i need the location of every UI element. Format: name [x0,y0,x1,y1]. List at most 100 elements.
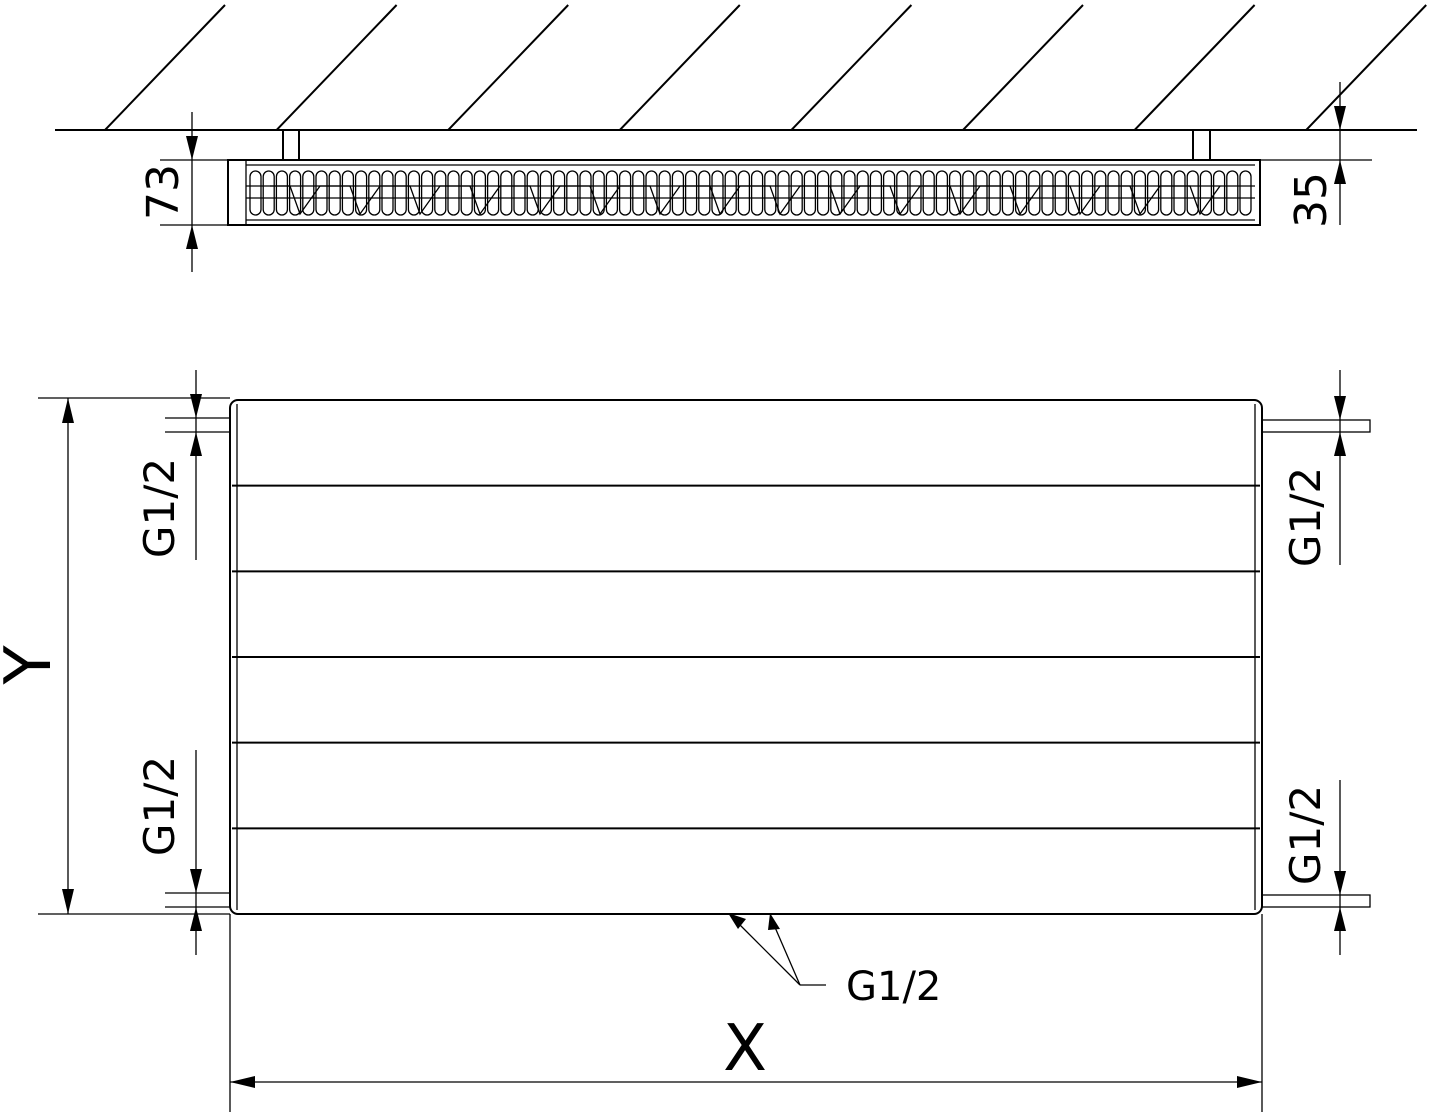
fin [341,170,355,216]
fin [275,170,289,216]
dimension-x: X [229,914,1263,1112]
fin [486,170,500,216]
fin [552,170,566,216]
fin [1014,170,1028,216]
fin [948,170,962,216]
fin [1199,170,1213,216]
fin [658,170,671,216]
fin [1067,170,1081,216]
fin [671,170,685,216]
fin [1028,170,1041,216]
fin [1054,170,1067,216]
fin [434,170,447,216]
wall-hatching [104,4,1427,131]
hatch-line [275,4,398,131]
fin [830,170,843,216]
fin [724,170,737,216]
fin [737,170,751,216]
fin [909,170,922,216]
fin [777,170,790,216]
fin [566,170,579,216]
fin [500,170,513,216]
fin [1226,170,1239,216]
fin [975,170,988,216]
fin [407,170,421,216]
fin [302,170,315,216]
fin [922,170,935,216]
fin [1212,170,1226,216]
dimension-35: 35 [1260,82,1372,228]
fin [354,170,368,216]
fin [420,170,434,216]
hatch-line [1133,4,1256,131]
connection-left-top-label: G1/2 [135,458,184,558]
fin [1107,170,1120,216]
fin [856,170,869,216]
fin [843,170,856,216]
hatch-line [619,4,741,131]
connection-right-bottom-label: G1/2 [1281,785,1330,885]
fin [328,170,341,216]
convector-zigzag [270,185,1221,216]
fin [394,170,407,216]
hatch-line [104,4,226,131]
fin [513,170,526,216]
dimension-73: 73 [138,112,228,272]
fin [1001,170,1015,216]
hatch-line [790,4,913,131]
radiator-top-view [227,159,1261,226]
fin [1186,170,1199,216]
fin [579,170,592,216]
fin [315,170,328,216]
dimension-x-label: X [723,1012,767,1086]
dimension-y: Y [0,397,230,915]
dimension-y-label: Y [0,645,66,686]
fin [645,170,658,216]
hatch-line [1305,4,1427,131]
fin [592,170,605,216]
connection-right-top-label: G1/2 [1281,467,1330,567]
hatch-line [962,4,1084,131]
fin [288,170,302,216]
fin [368,170,381,216]
dimension-right-top-connection: G1/2 [1281,370,1346,567]
dimension-35-label: 35 [1286,172,1337,228]
fin [605,170,619,216]
fin [962,170,975,216]
fin [790,170,803,216]
wall-brackets [282,130,1211,160]
fin [1041,170,1054,216]
connection-bottom-label: G1/2 [846,964,941,1010]
fin [684,170,698,216]
fin [988,170,1001,216]
fin [632,170,645,216]
fin [1173,170,1186,216]
fin [539,170,553,216]
fin [618,170,632,216]
fin [896,170,909,216]
fin [447,170,460,216]
dimension-73-label: 73 [138,164,189,220]
hatch-line [447,4,569,131]
fin [803,170,817,216]
fin [1094,170,1107,216]
fin [1239,170,1252,216]
fin [935,170,949,216]
connection-left-bottom-label: G1/2 [135,756,184,856]
fin [764,170,777,216]
fin [262,170,275,216]
fin [882,170,896,216]
fin [1120,170,1133,216]
fin [1080,170,1094,216]
fin [1160,170,1173,216]
fin [460,170,473,216]
fin [249,170,262,216]
dimension-left-top-connection: G1/2 [135,370,230,560]
fin [381,170,394,216]
fin [869,170,883,216]
radiator-front-view [229,399,1371,915]
dimension-left-bottom-connection: G1/2 [135,750,230,955]
fin [526,170,539,216]
fin [816,170,830,216]
